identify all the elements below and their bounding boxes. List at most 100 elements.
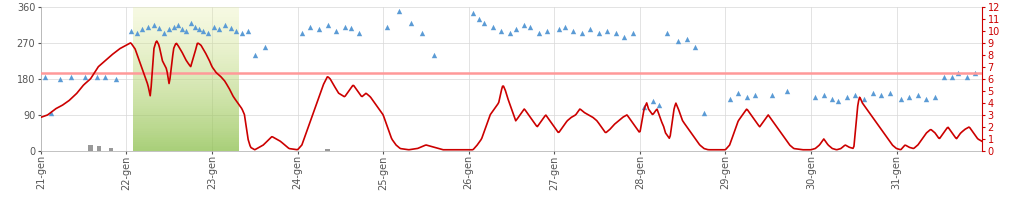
Point xyxy=(493,29,509,32)
Point xyxy=(37,75,53,79)
Bar xyxy=(133,77,239,79)
Point xyxy=(182,22,198,25)
Point xyxy=(108,77,125,81)
Point xyxy=(247,53,263,57)
Point xyxy=(174,27,190,30)
Bar xyxy=(133,147,239,149)
Point xyxy=(582,27,598,30)
Point xyxy=(223,26,239,29)
Bar xyxy=(325,149,329,151)
Bar xyxy=(133,120,239,122)
Point xyxy=(927,95,943,99)
Point xyxy=(779,89,795,93)
Bar xyxy=(133,138,239,140)
Bar xyxy=(108,148,114,151)
Point xyxy=(815,93,832,97)
Bar xyxy=(133,75,239,77)
Bar xyxy=(133,7,239,8)
Bar xyxy=(133,117,239,119)
Bar xyxy=(133,108,239,109)
Bar xyxy=(133,113,239,115)
Bar xyxy=(133,86,239,88)
Bar xyxy=(133,100,239,102)
Point xyxy=(311,27,327,30)
Bar xyxy=(133,59,239,61)
Bar xyxy=(133,34,239,36)
Bar xyxy=(133,106,239,108)
Point xyxy=(616,35,632,38)
Point xyxy=(659,31,675,34)
Point xyxy=(88,75,104,79)
Point xyxy=(730,91,747,95)
Point xyxy=(170,23,186,26)
Bar xyxy=(133,8,239,10)
Bar xyxy=(88,145,93,151)
Bar xyxy=(133,129,239,131)
Bar xyxy=(133,127,239,129)
Point xyxy=(830,99,846,103)
Point xyxy=(625,31,641,34)
Bar xyxy=(133,142,239,144)
Bar xyxy=(133,131,239,133)
Point xyxy=(959,75,975,79)
Point xyxy=(302,25,318,28)
Point xyxy=(517,23,533,26)
Point xyxy=(464,11,481,14)
Point xyxy=(97,75,114,79)
Bar xyxy=(133,99,239,100)
Bar xyxy=(133,122,239,124)
Bar xyxy=(133,16,239,18)
Point xyxy=(847,93,863,97)
Bar xyxy=(133,32,239,34)
Point xyxy=(217,23,233,26)
Point xyxy=(893,97,909,101)
Point xyxy=(319,23,336,26)
Point xyxy=(696,111,712,115)
Point xyxy=(944,75,961,79)
Bar xyxy=(133,39,239,41)
Point xyxy=(522,25,538,28)
Point xyxy=(391,9,407,12)
Point xyxy=(721,97,738,101)
Point xyxy=(140,25,157,28)
Point xyxy=(471,17,487,20)
Bar xyxy=(133,55,239,57)
Bar xyxy=(133,119,239,120)
Bar xyxy=(133,45,239,46)
Bar xyxy=(133,30,239,32)
Point xyxy=(155,31,172,34)
Point xyxy=(206,25,222,28)
Point xyxy=(195,29,212,32)
Point xyxy=(199,31,216,34)
Point xyxy=(294,31,310,34)
Point xyxy=(161,27,177,30)
Bar xyxy=(133,146,239,147)
Bar xyxy=(133,115,239,117)
Point xyxy=(485,25,501,28)
Point xyxy=(476,21,492,24)
Bar xyxy=(97,146,101,151)
Bar xyxy=(133,88,239,90)
Bar xyxy=(133,48,239,50)
Point xyxy=(501,31,518,34)
Point xyxy=(413,31,430,34)
Bar xyxy=(133,79,239,81)
Point xyxy=(166,25,182,28)
Bar xyxy=(133,21,239,23)
Bar xyxy=(133,66,239,68)
Point xyxy=(351,31,367,34)
Bar xyxy=(133,46,239,48)
Bar xyxy=(133,14,239,16)
Point xyxy=(402,21,418,24)
Bar xyxy=(133,82,239,84)
Bar xyxy=(133,12,239,14)
Bar xyxy=(133,63,239,64)
Bar xyxy=(133,137,239,138)
Point xyxy=(539,29,555,32)
Point xyxy=(599,29,616,32)
Point xyxy=(670,39,686,42)
Point xyxy=(77,75,93,79)
Point xyxy=(825,97,841,101)
Point xyxy=(145,23,162,26)
Bar xyxy=(133,64,239,66)
